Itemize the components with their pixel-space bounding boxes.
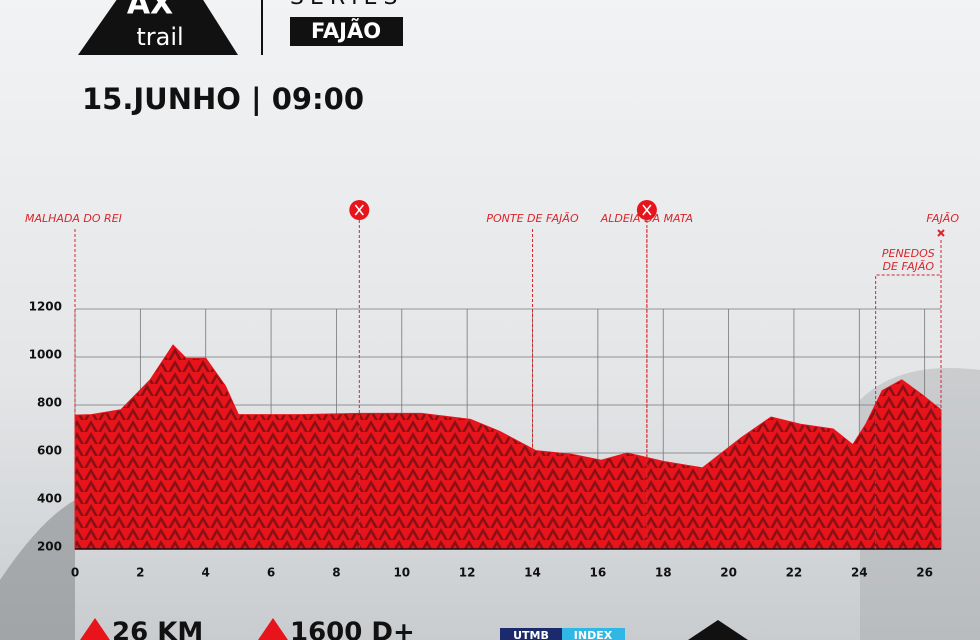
badge-left: UTMB <box>513 629 549 640</box>
x-tick-label: 8 <box>332 566 340 580</box>
date: 15.JUNHO | 09:00 <box>82 82 364 116</box>
x-tick-label: 4 <box>202 566 210 580</box>
y-tick-label: 1000 <box>29 348 62 362</box>
y-tick-label: 1200 <box>29 300 62 314</box>
series-label: SERIES <box>290 0 404 10</box>
x-tick-label: 0 <box>71 566 79 580</box>
x-tick-label: 10 <box>393 566 410 580</box>
event-name: FAJÃO <box>311 18 381 43</box>
mountain-silhouette <box>0 500 75 640</box>
segment-bracket <box>875 274 941 549</box>
badge-left-bg <box>500 628 562 640</box>
stat-icon <box>80 618 110 640</box>
x-tick-label: 20 <box>720 566 737 580</box>
x-tick-label: 18 <box>655 566 672 580</box>
badge-right-bg <box>562 628 625 640</box>
finish-mark <box>937 229 945 237</box>
y-tick-label: 200 <box>37 540 62 554</box>
event-box <box>290 17 403 46</box>
x-tick-label: 26 <box>916 566 933 580</box>
aid-glyph <box>642 204 652 216</box>
stat-distance: 26 KM <box>112 618 203 640</box>
x-tick-label: 14 <box>524 566 541 580</box>
segment-label: DE FAJÃO <box>883 260 935 273</box>
x-tick-label: 22 <box>786 566 803 580</box>
x-tick-label: 16 <box>590 566 607 580</box>
segment-label: PENEDOS <box>882 247 935 260</box>
aid-glyph <box>354 204 364 216</box>
logo: AX trail <box>78 0 238 55</box>
logo-shape <box>78 0 238 55</box>
y-tick-label: 400 <box>37 492 62 506</box>
waypoint-label: PONTE DE FAJÃO <box>486 212 579 225</box>
stat-elevation: 1600 D+ <box>290 618 415 640</box>
logo-sub: trail <box>136 23 183 51</box>
elevation-area <box>74 344 942 550</box>
badge-right: INDEX <box>574 629 613 640</box>
x-tick-label: 12 <box>459 566 476 580</box>
mountain-icon <box>688 620 748 640</box>
y-tick-label: 600 <box>37 444 62 458</box>
waypoint-label: MALHADA DO REI <box>25 212 122 225</box>
y-tick-label: 800 <box>37 396 62 410</box>
x-tick-label: 6 <box>267 566 275 580</box>
x-tick-label: 24 <box>851 566 868 580</box>
x-tick-label: 2 <box>136 566 144 580</box>
logo-mark: AX <box>127 0 173 22</box>
waypoint-label: FAJÃO <box>926 212 959 225</box>
stat-icon <box>258 618 288 640</box>
